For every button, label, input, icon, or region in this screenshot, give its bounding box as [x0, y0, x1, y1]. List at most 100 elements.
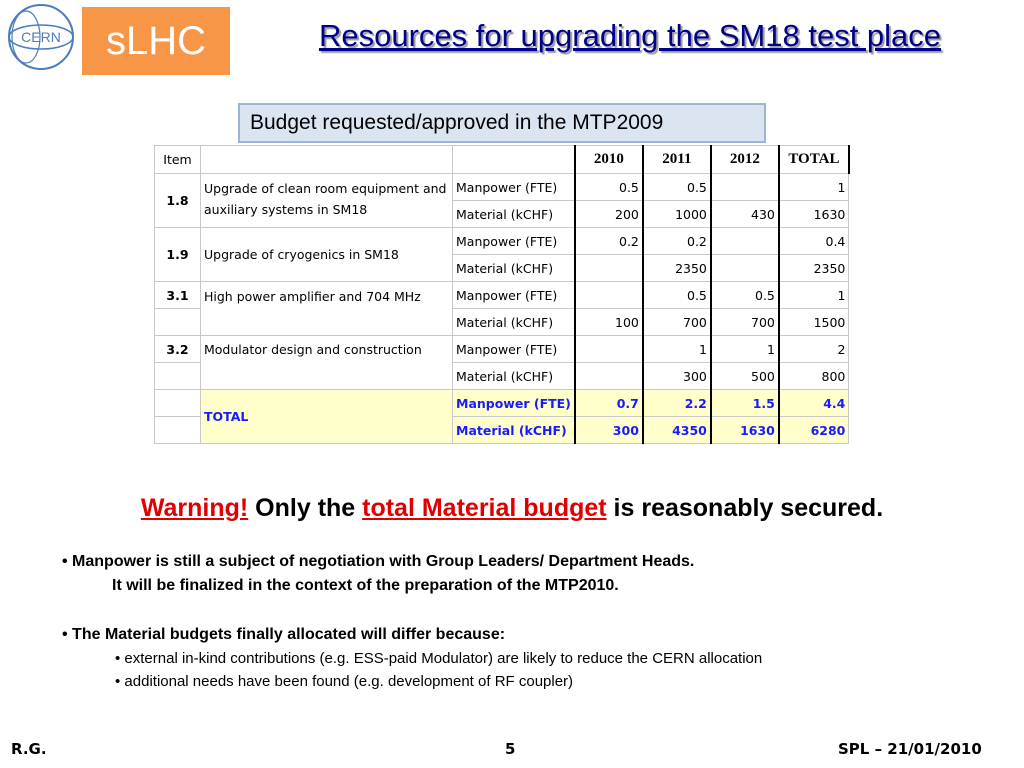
budget-table: Item 2010 2011 2012 TOTAL 1.8 Upgrade of… [154, 145, 850, 444]
total-cell: 4.4 [777, 389, 850, 417]
value-cell: 700 [709, 308, 780, 336]
total-label: TOTAL [200, 389, 453, 444]
total-cell: 2 [777, 335, 850, 363]
value-cell: 1 [709, 335, 780, 363]
footer-author: R.G. [11, 740, 47, 758]
total-cell: 6280 [777, 416, 850, 444]
type-cell: Material (kCHF) [451, 362, 576, 390]
header-type [451, 145, 576, 174]
value-cell: 430 [709, 200, 780, 228]
table-row: 1.9 Upgrade of cryogenics in SM18 Manpow… [154, 227, 850, 282]
value-cell: 2.2 [641, 389, 712, 417]
header-item: Item [154, 145, 201, 174]
table-row: Material (kCHF) 100 700 700 1500 [154, 308, 850, 336]
total-cell: 1630 [777, 200, 850, 228]
type-cell: Material (kCHF) [451, 416, 576, 444]
type-cell: Material (kCHF) [451, 308, 576, 336]
header-desc [200, 145, 453, 174]
bullet-material-text: The Material budgets finally allocated w… [72, 626, 506, 643]
value-cell: 1.5 [709, 389, 780, 417]
total-cell: 2350 [777, 254, 850, 282]
table-total-row: Material (kCHF) 300 4350 1630 6280 [154, 416, 850, 444]
value-cell: 4350 [641, 416, 712, 444]
value-cell [573, 335, 644, 363]
item-cell: 3.2 [154, 335, 201, 363]
item-cell [154, 416, 201, 444]
value-cell: 200 [573, 200, 644, 228]
value-cell: 0.7 [573, 389, 644, 417]
value-cell [709, 227, 780, 255]
warning-highlight: total Material budget [362, 494, 607, 522]
total-cell: 1500 [777, 308, 850, 336]
footer-page-number: 5 [505, 740, 516, 758]
value-cell: 0.5 [709, 281, 780, 309]
value-cell: 1000 [641, 200, 712, 228]
item-cell: 3.1 [154, 281, 201, 309]
total-cell: 0.4 [777, 227, 850, 255]
desc-cell [200, 308, 453, 336]
item-cell [154, 362, 201, 390]
value-cell [573, 362, 644, 390]
warning-text-1: Only the [248, 494, 363, 522]
type-cell: Manpower (FTE) [451, 227, 576, 255]
item-cell [154, 389, 201, 417]
value-cell [709, 173, 780, 201]
total-cell: 800 [777, 362, 850, 390]
value-cell: 700 [641, 308, 712, 336]
type-cell: Manpower (FTE) [451, 173, 576, 201]
type-cell: Manpower (FTE) [451, 389, 576, 417]
value-cell: 0.2 [641, 227, 712, 255]
header-total: TOTAL [777, 145, 850, 174]
value-cell [573, 254, 644, 282]
total-cell: 1 [777, 281, 850, 309]
sub-bullet-external: • external in-kind contributions (e.g. E… [115, 650, 763, 667]
footer-date: SPL – 21/01/2010 [838, 740, 982, 758]
value-cell: 0.2 [573, 227, 644, 255]
sub-bullet-additional: • additional needs have been found (e.g.… [115, 673, 574, 690]
header-2010: 2010 [573, 145, 644, 174]
table-header-row: Item 2010 2011 2012 TOTAL [154, 145, 850, 174]
desc-cell: High power amplifier and 704 MHz [200, 281, 453, 309]
header-2012: 2012 [709, 145, 780, 174]
value-cell: 0.5 [641, 173, 712, 201]
warning-prefix: Warning! [140, 494, 249, 522]
type-cell: Material (kCHF) [451, 254, 576, 282]
value-cell: 300 [573, 416, 644, 444]
budget-label: Budget requested/approved in the MTP2009 [238, 103, 766, 143]
bullet-manpower: • Manpower is still a subject of negotia… [62, 553, 695, 570]
item-cell: 1.9 [154, 227, 201, 282]
desc-cell: Upgrade of cryogenics in SM18 [200, 227, 453, 282]
table-row: 3.2 Modulator design and construction Ma… [154, 335, 850, 363]
value-cell [709, 254, 780, 282]
type-cell: Manpower (FTE) [451, 281, 576, 309]
table-row: 1.8 Upgrade of clean room equipment and … [154, 173, 850, 228]
warning-line: Warning! Only the total Material budget … [0, 494, 1024, 523]
desc-cell: Modulator design and construction [200, 335, 453, 363]
value-cell: 1 [641, 335, 712, 363]
value-cell: 1630 [709, 416, 780, 444]
value-cell: 2350 [641, 254, 712, 282]
item-cell [154, 308, 201, 336]
value-cell: 300 [641, 362, 712, 390]
desc-cell: Upgrade of clean room equipment and auxi… [200, 173, 453, 228]
warning-text-2: is reasonably secured. [606, 494, 884, 522]
cern-logo: CERN [8, 4, 74, 70]
value-cell [573, 281, 644, 309]
item-cell: 1.8 [154, 173, 201, 228]
bullet-material: • The Material budgets finally allocated… [62, 626, 506, 643]
desc-cell [200, 362, 453, 390]
total-cell: 1 [777, 173, 850, 201]
table-row: Material (kCHF) 300 500 800 [154, 362, 850, 390]
value-cell: 500 [709, 362, 780, 390]
value-cell: 0.5 [573, 173, 644, 201]
value-cell: 0.5 [641, 281, 712, 309]
table-total-row: TOTAL Manpower (FTE) 0.7 2.2 1.5 4.4 [154, 389, 850, 444]
sub-bullet-additional-text: additional needs have been found (e.g. d… [124, 673, 574, 690]
value-cell: 100 [573, 308, 644, 336]
sub-bullet-external-text: external in-kind contributions (e.g. ESS… [124, 650, 763, 667]
bullet-manpower-line1: Manpower is still a subject of negotiati… [72, 553, 695, 570]
bullet-manpower-line2: It will be finalized in the context of t… [112, 577, 619, 594]
cern-logo-text: CERN [21, 29, 61, 45]
table-row: 3.1 High power amplifier and 704 MHz Man… [154, 281, 850, 309]
type-cell: Manpower (FTE) [451, 335, 576, 363]
